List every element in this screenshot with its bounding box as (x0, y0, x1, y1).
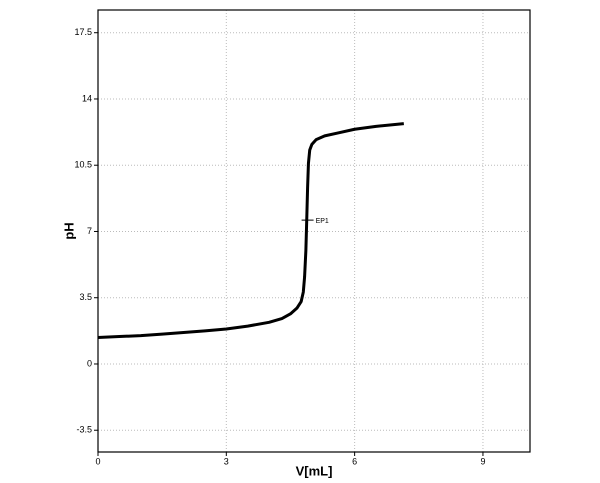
x-tick-label: 0 (95, 456, 100, 466)
x-tick-label: 3 (224, 456, 229, 466)
y-tick-label: 3.5 (79, 292, 92, 302)
endpoint-label: EP1 (316, 218, 329, 225)
y-tick-label: 17.5 (74, 27, 92, 37)
x-tick-label: 6 (352, 456, 357, 466)
y-tick-label: 7 (87, 226, 92, 236)
x-tick-label: 9 (480, 456, 485, 466)
y-tick-label: 14 (82, 93, 92, 103)
y-tick-label: 0 (87, 358, 92, 368)
y-tick-label: 10.5 (74, 160, 92, 170)
y-axis-label: pH (61, 222, 76, 239)
x-axis-label: V[mL] (296, 463, 333, 478)
y-tick-label: -3.5 (76, 425, 92, 435)
titration-curve (97, 122, 404, 339)
plot-frame (97, 9, 531, 453)
